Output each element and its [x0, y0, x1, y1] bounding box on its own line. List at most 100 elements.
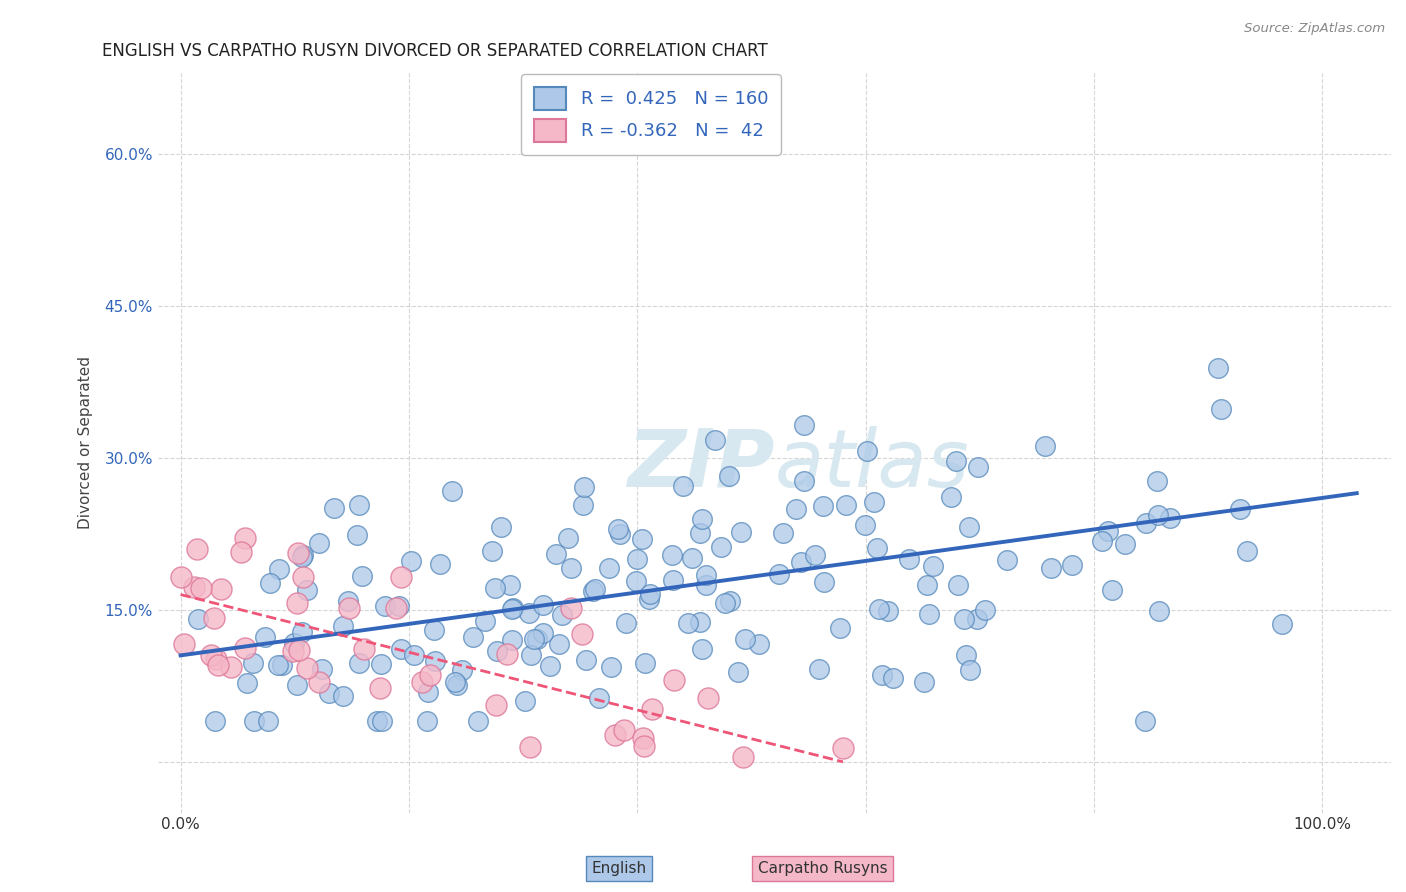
Point — [572, 480, 595, 494]
Point — [233, 641, 256, 656]
Point — [404, 648, 426, 663]
Point — [411, 674, 433, 689]
Point — [1135, 714, 1157, 729]
Point — [489, 520, 512, 534]
Point — [631, 532, 654, 546]
Point — [863, 495, 886, 509]
Point — [588, 691, 610, 706]
Point — [253, 630, 276, 644]
Point — [389, 641, 412, 656]
Point — [229, 545, 252, 559]
Point — [288, 643, 311, 657]
Legend: R =  0.425   N = 160, R = -0.362   N =  42: R = 0.425 N = 160, R = -0.362 N = 42 — [522, 74, 780, 154]
Point — [672, 478, 695, 492]
Point — [704, 434, 727, 448]
Point — [793, 418, 815, 433]
Point — [374, 599, 396, 614]
Point — [626, 552, 648, 566]
Point — [204, 714, 226, 729]
Point — [291, 625, 314, 640]
Point — [190, 582, 212, 596]
Point — [257, 714, 280, 729]
Point — [734, 632, 756, 646]
Point — [603, 728, 626, 742]
Point — [292, 569, 315, 583]
Point — [811, 499, 834, 513]
Point — [720, 594, 742, 608]
Point — [957, 520, 980, 534]
Point — [353, 642, 375, 657]
Point — [633, 739, 655, 754]
Point — [481, 543, 503, 558]
Point — [318, 686, 340, 700]
Point — [531, 599, 554, 613]
Point — [548, 637, 571, 651]
Point — [638, 587, 661, 601]
Point — [519, 739, 541, 754]
Point — [772, 526, 794, 541]
Point — [187, 612, 209, 626]
Point — [484, 581, 506, 595]
Point — [730, 525, 752, 540]
Point — [499, 578, 522, 592]
Point — [474, 614, 496, 628]
Point — [1236, 544, 1258, 558]
Point — [609, 527, 631, 541]
Point — [690, 511, 713, 525]
Point — [1159, 511, 1181, 525]
Point — [308, 674, 330, 689]
Point — [200, 648, 222, 662]
Point — [785, 502, 807, 516]
Point — [423, 654, 446, 668]
Point — [921, 559, 943, 574]
Point — [882, 671, 904, 685]
Point — [866, 541, 889, 555]
Point — [446, 678, 468, 692]
Point — [664, 673, 686, 687]
Point — [828, 621, 851, 635]
Point — [513, 694, 536, 708]
Point — [831, 741, 853, 756]
Point — [523, 632, 546, 647]
Text: ZIP: ZIP — [627, 425, 775, 504]
Point — [681, 551, 703, 566]
Point — [242, 656, 264, 670]
Point — [219, 660, 242, 674]
Point — [870, 667, 893, 681]
Point — [918, 607, 941, 621]
Point — [370, 657, 392, 672]
Point — [297, 582, 319, 597]
Point — [662, 574, 685, 588]
Point — [501, 632, 523, 647]
Point — [945, 454, 967, 468]
Point — [804, 549, 827, 563]
Point — [347, 657, 370, 671]
Point — [689, 615, 711, 630]
Text: atlas: atlas — [775, 425, 969, 504]
Point — [967, 460, 990, 475]
Point — [634, 657, 657, 671]
Point — [1147, 604, 1170, 618]
Point — [337, 594, 360, 608]
Point — [368, 681, 391, 696]
Point — [690, 642, 713, 657]
Point — [897, 552, 920, 566]
Point — [291, 549, 314, 564]
Point — [243, 714, 266, 729]
Point — [1146, 474, 1168, 488]
Point — [467, 714, 489, 729]
Point — [292, 549, 315, 563]
Point — [209, 582, 232, 597]
Point — [606, 522, 628, 536]
Point — [560, 600, 582, 615]
Point — [638, 592, 661, 607]
Point — [526, 632, 548, 646]
Point — [572, 498, 595, 512]
Point — [727, 665, 749, 680]
Point — [170, 570, 193, 584]
Point — [204, 652, 226, 666]
Point — [419, 668, 441, 682]
Point — [915, 578, 938, 592]
Point — [183, 580, 205, 594]
Point — [1271, 616, 1294, 631]
